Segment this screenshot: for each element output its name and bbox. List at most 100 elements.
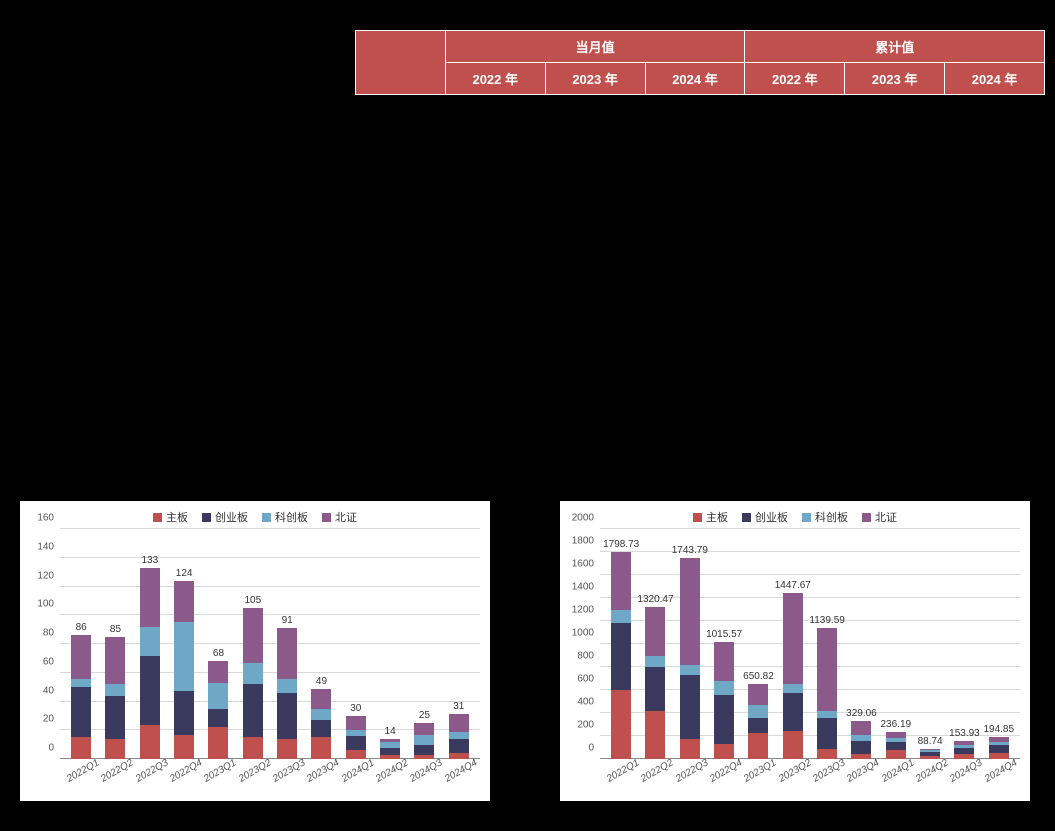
bar-column: 1447.67 bbox=[777, 529, 809, 759]
bar-segment bbox=[748, 733, 768, 759]
bar-column: 25 bbox=[408, 529, 440, 759]
bar-segment bbox=[346, 750, 366, 759]
legend-item: 北证 bbox=[862, 509, 897, 525]
bar-segment bbox=[380, 748, 400, 755]
legend-label: 创业板 bbox=[215, 509, 248, 525]
bar-total-label: 236.19 bbox=[880, 719, 911, 730]
bar-segment bbox=[449, 739, 469, 753]
bar-column: 194.85 bbox=[983, 529, 1015, 759]
bar-segment bbox=[311, 720, 331, 737]
bar-column: 153.93 bbox=[948, 529, 980, 759]
bar-total-label: 25 bbox=[419, 710, 430, 721]
y-axis: 020406080100120140160 bbox=[20, 529, 58, 759]
y-tick-label: 1600 bbox=[572, 559, 594, 570]
bar-column: 105 bbox=[237, 529, 269, 759]
bar-total-label: 1139.59 bbox=[809, 615, 844, 626]
legend-swatch bbox=[802, 513, 811, 522]
legend-swatch bbox=[262, 513, 271, 522]
bar-segment bbox=[645, 656, 665, 668]
bar-segment bbox=[71, 635, 91, 678]
bar-stack: 14 bbox=[380, 739, 400, 759]
bar-segment bbox=[71, 679, 91, 688]
bars-container: 868513312468105914930142531 bbox=[60, 529, 480, 759]
bar-total-label: 133 bbox=[141, 555, 158, 566]
bar-segment bbox=[748, 684, 768, 705]
bar-segment bbox=[208, 661, 228, 683]
bar-stack: 650.82 bbox=[748, 684, 768, 759]
bar-segment bbox=[851, 741, 871, 755]
bar-segment bbox=[645, 711, 665, 759]
bar-segment bbox=[208, 727, 228, 759]
y-tick-label: 20 bbox=[43, 714, 54, 725]
bar-segment bbox=[748, 718, 768, 733]
legend-label: 主板 bbox=[706, 509, 728, 525]
bar-column: 1798.73 bbox=[605, 529, 637, 759]
y-tick-label: 600 bbox=[577, 674, 594, 685]
bar-segment bbox=[243, 684, 263, 737]
legend-swatch bbox=[153, 513, 162, 522]
bar-segment bbox=[449, 714, 469, 731]
header-blank bbox=[356, 31, 446, 95]
header-year: 2023 年 bbox=[845, 63, 945, 95]
legend-label: 创业板 bbox=[755, 509, 788, 525]
bar-stack: 194.85 bbox=[989, 737, 1009, 759]
legend-item: 北证 bbox=[322, 509, 357, 525]
bar-column: 31 bbox=[443, 529, 475, 759]
bar-column: 124 bbox=[168, 529, 200, 759]
bar-segment bbox=[645, 667, 665, 711]
bar-total-label: 105 bbox=[244, 595, 261, 606]
bar-segment bbox=[783, 684, 803, 693]
chart-left-panel: 主板创业板科创板北证020406080100120140160868513312… bbox=[20, 501, 490, 801]
bar-segment bbox=[611, 552, 631, 609]
bar-stack: 1320.47 bbox=[645, 607, 665, 759]
bar-stack: 49 bbox=[311, 689, 331, 759]
bar-column: 14 bbox=[374, 529, 406, 759]
bar-total-label: 124 bbox=[176, 568, 193, 579]
bar-segment bbox=[714, 695, 734, 744]
header-group-cumulative: 累计值 bbox=[745, 31, 1045, 63]
bar-total-label: 1798.73 bbox=[603, 539, 639, 550]
bar-stack: 153.93 bbox=[954, 741, 974, 759]
bar-segment bbox=[783, 693, 803, 731]
y-tick-label: 0 bbox=[48, 743, 54, 754]
bar-stack: 1015.57 bbox=[714, 642, 734, 759]
bar-segment bbox=[645, 607, 665, 655]
header-year: 2024 年 bbox=[645, 63, 745, 95]
legend-swatch bbox=[862, 513, 871, 522]
bar-column: 1015.57 bbox=[708, 529, 740, 759]
legend-swatch bbox=[693, 513, 702, 522]
bar-column: 88.74 bbox=[914, 529, 946, 759]
bar-segment bbox=[174, 735, 194, 759]
bar-segment bbox=[817, 711, 837, 718]
bar-column: 133 bbox=[134, 529, 166, 759]
legend-item: 科创板 bbox=[262, 509, 308, 525]
bar-segment bbox=[243, 608, 263, 663]
bar-segment bbox=[414, 735, 434, 745]
y-tick-label: 120 bbox=[37, 570, 54, 581]
bar-stack: 68 bbox=[208, 661, 228, 759]
bar-segment bbox=[311, 737, 331, 759]
bar-segment bbox=[174, 581, 194, 623]
bar-total-label: 650.82 bbox=[743, 671, 774, 682]
bar-total-label: 194.85 bbox=[983, 724, 1014, 735]
bar-total-label: 1447.67 bbox=[775, 580, 811, 591]
bar-total-label: 88.74 bbox=[918, 736, 943, 747]
bar-stack: 25 bbox=[414, 723, 434, 759]
legend-item: 创业板 bbox=[202, 509, 248, 525]
bar-segment bbox=[680, 558, 700, 664]
bar-stack: 1139.59 bbox=[817, 628, 837, 759]
bar-segment bbox=[954, 748, 974, 755]
bar-segment bbox=[140, 627, 160, 656]
y-axis: 0200400600800100012001400160018002000 bbox=[560, 529, 598, 759]
bar-segment bbox=[346, 736, 366, 750]
bar-segment bbox=[886, 742, 906, 750]
y-tick-label: 1000 bbox=[572, 628, 594, 639]
bar-segment bbox=[680, 675, 700, 739]
y-tick-label: 2000 bbox=[572, 513, 594, 524]
bar-segment bbox=[680, 665, 700, 675]
header-year: 2024 年 bbox=[945, 63, 1045, 95]
bar-segment bbox=[311, 709, 331, 721]
bar-column: 91 bbox=[271, 529, 303, 759]
y-tick-label: 40 bbox=[43, 685, 54, 696]
bar-total-label: 86 bbox=[76, 622, 87, 633]
